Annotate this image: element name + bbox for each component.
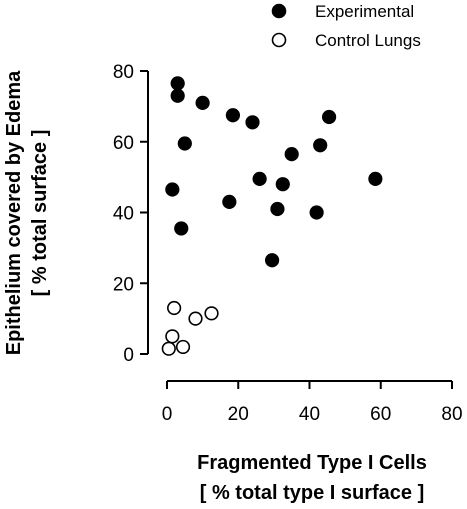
control-point-1 [204, 306, 219, 321]
control-point-4 [161, 341, 176, 356]
experimental-point-10 [275, 177, 290, 192]
x-tick-label-40: 40 [299, 404, 320, 425]
x-axis-title: Fragmented Type I Cells [197, 452, 427, 474]
y-tick-label-20: 20 [113, 274, 134, 295]
data-points [161, 76, 383, 356]
x-axis-units: [ % total type I surface ] [200, 482, 425, 504]
legend-marker-control-lungs [271, 32, 287, 48]
experimental-point-6 [177, 136, 192, 151]
x-axis-ticks: 0 20 40 60 80 [162, 381, 463, 425]
control-point-2 [188, 311, 203, 326]
y-axis-units: [ % total surface ] [29, 130, 51, 297]
y-tick-label-60: 60 [113, 133, 134, 154]
experimental-point-16 [174, 221, 189, 236]
experimental-point-1 [170, 88, 185, 103]
legend: Experimental Control Lungs [271, 2, 421, 50]
experimental-point-15 [309, 205, 324, 220]
experimental-point-14 [270, 201, 285, 217]
experimental-point-17 [264, 253, 280, 268]
experimental-point-4 [245, 115, 260, 130]
experimental-point-2 [195, 95, 210, 110]
control-point-3 [165, 329, 180, 344]
legend-label-experimental: Experimental [315, 2, 414, 21]
experimental-point-12 [165, 182, 180, 197]
experimental-point-0 [170, 76, 185, 91]
control-point-0 [167, 300, 182, 316]
y-axis-ticks: 0 20 40 60 80 [113, 62, 148, 366]
y-tick-label-40: 40 [113, 204, 134, 225]
experimental-point-11 [368, 171, 383, 186]
experimental-point-5 [321, 109, 337, 125]
experimental-point-8 [284, 147, 299, 162]
legend-marker-experimental [271, 3, 287, 19]
experimental-point-3 [225, 108, 241, 123]
experimental-point-7 [313, 138, 328, 153]
y-tick-label-0: 0 [123, 345, 134, 366]
x-tick-label-60: 60 [370, 404, 391, 425]
x-tick-label-80: 80 [441, 404, 462, 425]
x-tick-label-0: 0 [162, 404, 173, 425]
control-point-5 [175, 339, 191, 355]
experimental-point-9 [252, 171, 267, 186]
x-tick-label-20: 20 [228, 404, 249, 425]
y-tick-label-80: 80 [113, 62, 134, 83]
experimental-point-13 [222, 194, 237, 209]
y-axis-title: Epithelium covered by Edema [3, 70, 25, 355]
legend-label-control-lungs: Control Lungs [315, 31, 421, 50]
